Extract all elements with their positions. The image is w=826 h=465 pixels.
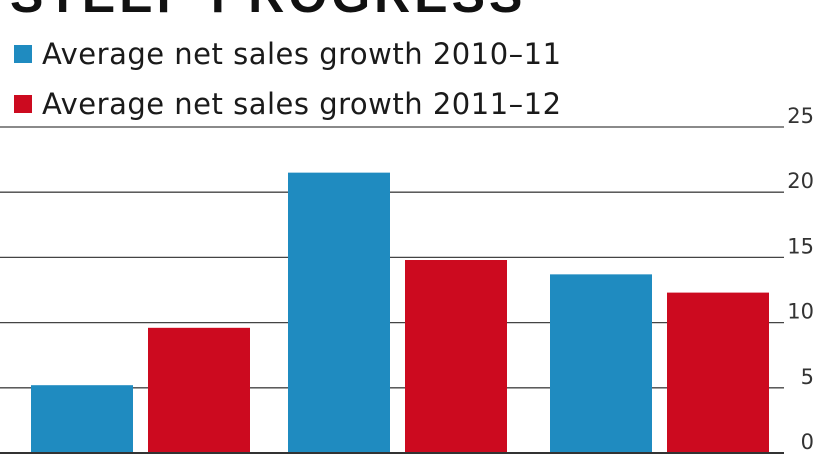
y-tick-label: 5 xyxy=(801,365,814,389)
bar-series1-group3 xyxy=(550,274,652,453)
bar-series1-group2 xyxy=(288,172,390,453)
y-tick-label: 15 xyxy=(787,234,814,258)
legend-item-2011-12: Average net sales growth 2011–12 xyxy=(14,84,562,124)
legend-label-2010-11: Average net sales growth 2010–11 xyxy=(42,37,562,71)
chart-title: STEEP PROGRESS xyxy=(10,0,526,24)
bar-series2-group1 xyxy=(148,327,250,453)
legend-label-2011-12: Average net sales growth 2011–12 xyxy=(42,87,562,121)
bar-series1-group1 xyxy=(31,385,133,453)
bar-series2-group2 xyxy=(405,260,507,453)
legend-item-2010-11: Average net sales growth 2010–11 xyxy=(14,34,562,74)
y-tick-label: 25 xyxy=(787,104,814,128)
y-tick-label: 10 xyxy=(787,300,814,324)
legend-swatch-2011-12 xyxy=(14,95,32,113)
y-tick-label: 0 xyxy=(801,430,814,454)
bar-series2-group3 xyxy=(667,292,769,453)
y-tick-label: 20 xyxy=(787,169,814,193)
legend-swatch-2010-11 xyxy=(14,45,32,63)
legend: Average net sales growth 2010–11 Average… xyxy=(14,34,562,134)
